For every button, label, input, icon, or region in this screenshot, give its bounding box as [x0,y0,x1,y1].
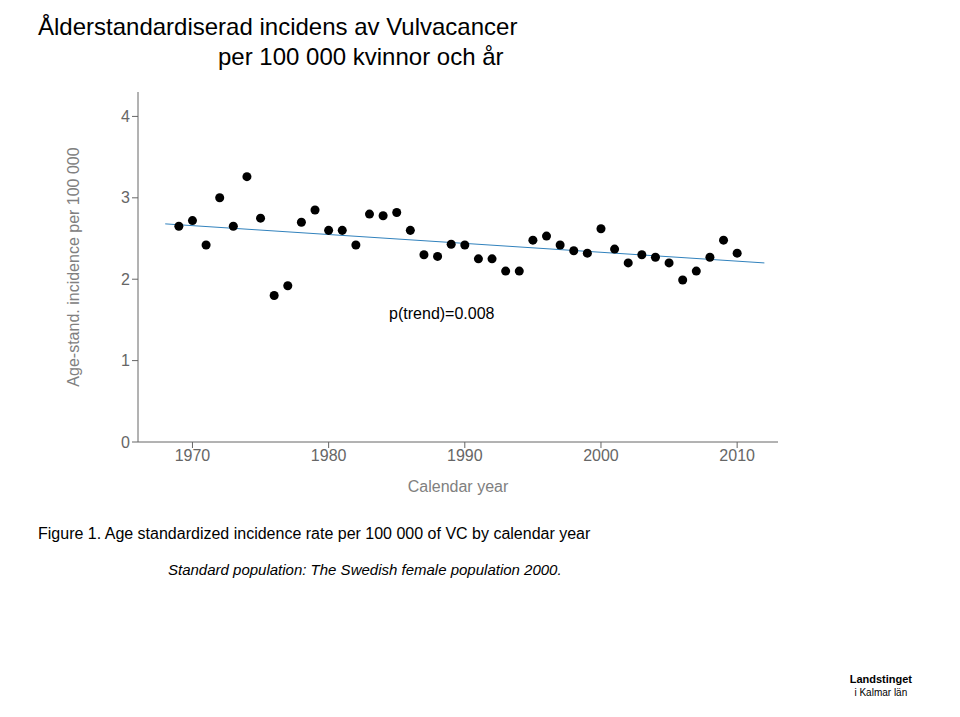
svg-text:1980: 1980 [311,447,347,464]
html-text:Standard population: The Swedi: Standard population: The Swedish female … [168,561,562,578]
svg-text:1970: 1970 [175,447,211,464]
svg-text:4: 4 [121,108,130,125]
svg-text:Calendar year: Calendar year [408,478,509,495]
html-text:Figure 1. Age standardized inc: Figure 1. Age standardized incidence rat… [38,525,591,542]
html-text:Landstinget: Landstinget [849,673,912,685]
svg-text:3: 3 [121,189,130,206]
svg-text:1: 1 [121,352,130,369]
svg-text:1990: 1990 [447,447,483,464]
svg-text:p(trend)=0.008: p(trend)=0.008 [389,305,495,322]
svg-text:2: 2 [121,271,130,288]
html-text:Ålderstandardiserad incidens a: Ålderstandardiserad incidens av Vulvacan… [38,13,518,40]
svg-text:Age-stand. incidence per 100 0: Age-stand. incidence per 100 000 [65,147,82,386]
html-text:per 100 000 kvinnor och år: per 100 000 kvinnor och år [218,43,504,70]
svg-text:2010: 2010 [719,447,755,464]
html-text:i Kalmar län: i Kalmar län [854,687,908,698]
svg-text:2000: 2000 [583,447,619,464]
svg-text:0: 0 [121,434,130,451]
